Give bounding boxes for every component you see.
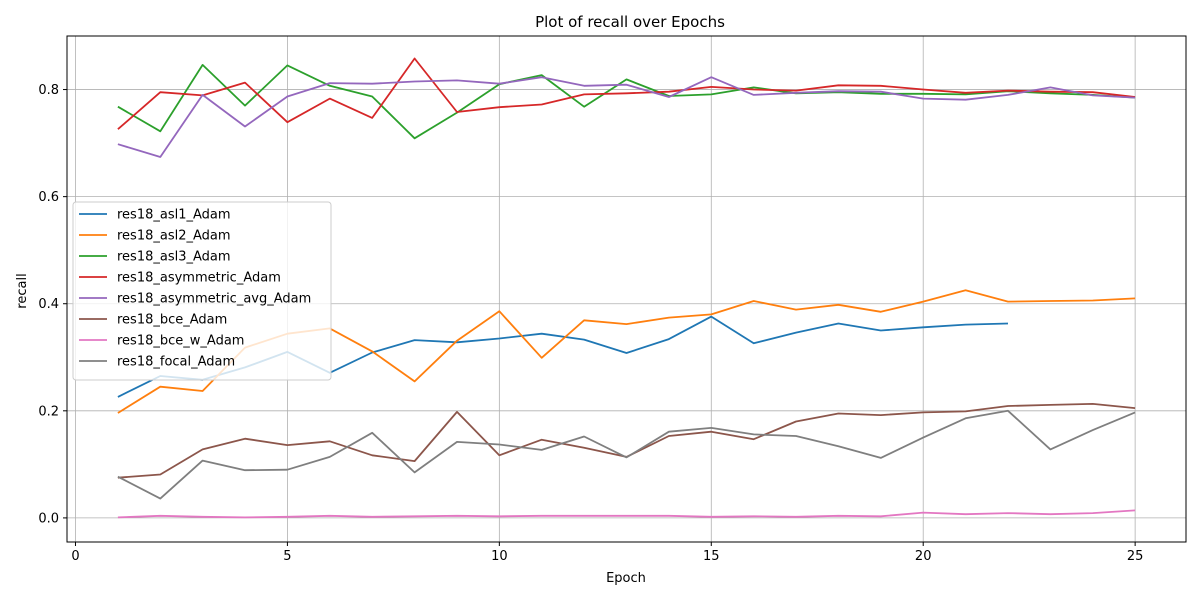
series-line-res18_asymmetric_Adam (117, 57, 1136, 130)
legend-label: res18_asl2_Adam (117, 229, 231, 244)
y-tick-label: 0.8 (38, 83, 59, 98)
y-tick-label: 0.0 (38, 511, 59, 526)
series-line-res18_focal_Adam (117, 409, 1136, 500)
y-axis-label: recall (15, 273, 30, 308)
x-tick-label: 15 (703, 549, 720, 564)
series-line-res18_bce_w_Adam (117, 509, 1136, 519)
x-tick-label: 25 (1127, 549, 1144, 564)
series-line-res18_asl3_Adam (117, 64, 1136, 140)
x-tick-label: 5 (283, 549, 291, 564)
legend-label: res18_focal_Adam (117, 355, 235, 370)
legend-label: res18_asl1_Adam (117, 208, 231, 223)
y-tick-label: 0.6 (38, 190, 59, 205)
chart-title: Plot of recall over Epochs (535, 13, 725, 31)
legend-label: res18_asymmetric_avg_Adam (117, 292, 311, 307)
legend-label: res18_bce_w_Adam (117, 334, 244, 349)
series-lines (117, 57, 1136, 519)
x-tick-label: 20 (915, 549, 932, 564)
legend-label: res18_asymmetric_Adam (117, 271, 281, 286)
legend-label: res18_asl3_Adam (117, 250, 231, 265)
legend-label: res18_bce_Adam (117, 313, 227, 328)
legend-box (72, 201, 332, 381)
y-tick-label: 0.2 (38, 404, 59, 419)
series-line-res18_asymmetric_avg_Adam (117, 76, 1136, 158)
plot-frame (66, 35, 1187, 543)
y-tick-label: 0.4 (38, 297, 59, 312)
x-tick-label: 0 (71, 549, 79, 564)
x-axis-label: Epoch (606, 571, 646, 586)
axis-ticks: 0 5 10 15 20 25 0.0 0.2 0.4 0.6 0.8 (38, 83, 1143, 564)
legend: res18_asl1_Adam res18_asl2_Adam res18_asl3… (72, 201, 332, 381)
x-tick-label: 10 (491, 549, 508, 564)
